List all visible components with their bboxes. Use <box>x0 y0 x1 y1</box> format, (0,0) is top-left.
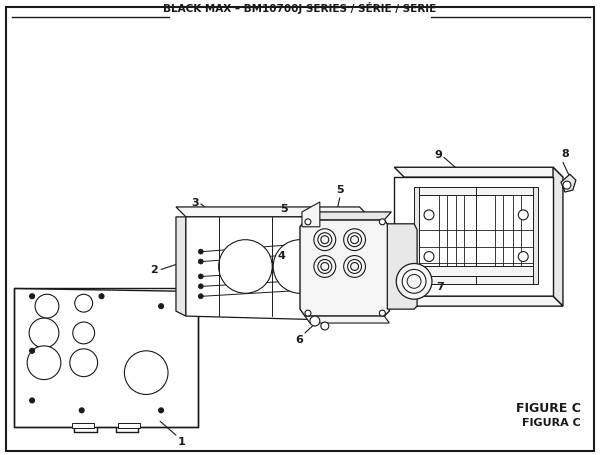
Bar <box>496 195 503 276</box>
Circle shape <box>424 252 434 262</box>
Polygon shape <box>533 187 538 284</box>
Circle shape <box>198 274 203 279</box>
Circle shape <box>424 210 434 220</box>
Circle shape <box>321 322 329 330</box>
Polygon shape <box>419 276 533 284</box>
Polygon shape <box>394 177 553 296</box>
Circle shape <box>347 259 362 273</box>
Bar <box>514 195 521 276</box>
Text: 8: 8 <box>561 149 569 159</box>
Circle shape <box>198 294 203 299</box>
Circle shape <box>29 398 35 403</box>
Polygon shape <box>186 217 370 321</box>
Polygon shape <box>302 202 320 227</box>
Bar <box>118 423 140 428</box>
Circle shape <box>305 310 311 316</box>
Polygon shape <box>394 296 563 306</box>
Text: 6: 6 <box>295 335 303 345</box>
Circle shape <box>29 294 35 299</box>
Text: FIGURA C: FIGURA C <box>522 418 581 428</box>
Circle shape <box>158 303 164 308</box>
Polygon shape <box>414 187 419 284</box>
Circle shape <box>218 240 272 293</box>
Polygon shape <box>553 167 563 306</box>
Circle shape <box>318 259 332 273</box>
Polygon shape <box>394 167 563 177</box>
Circle shape <box>344 256 365 278</box>
Polygon shape <box>176 207 370 217</box>
Circle shape <box>347 233 362 247</box>
Text: 4: 4 <box>277 251 285 261</box>
Polygon shape <box>300 220 389 316</box>
Bar <box>439 195 447 276</box>
Circle shape <box>314 229 336 251</box>
Circle shape <box>518 252 528 262</box>
Circle shape <box>198 249 203 254</box>
Polygon shape <box>419 267 533 276</box>
Circle shape <box>29 349 35 353</box>
Circle shape <box>198 284 203 289</box>
Bar <box>456 195 464 276</box>
Text: FIGURE C: FIGURE C <box>516 402 581 415</box>
Circle shape <box>321 263 329 270</box>
Polygon shape <box>419 187 533 195</box>
Circle shape <box>396 263 432 299</box>
Circle shape <box>73 322 95 344</box>
Circle shape <box>402 269 426 293</box>
Circle shape <box>518 210 528 220</box>
Circle shape <box>379 219 385 225</box>
Text: 1: 1 <box>178 437 186 447</box>
Circle shape <box>75 294 92 312</box>
Circle shape <box>350 236 359 244</box>
Circle shape <box>314 256 336 278</box>
Polygon shape <box>305 316 389 323</box>
Polygon shape <box>305 212 391 220</box>
FancyBboxPatch shape <box>6 7 594 451</box>
Circle shape <box>29 318 59 348</box>
Text: 5: 5 <box>336 185 344 195</box>
Text: BLACK MAX – BM10700J SERIES / SÉRIE / SERIE: BLACK MAX – BM10700J SERIES / SÉRIE / SE… <box>163 2 437 15</box>
Text: 7: 7 <box>436 282 443 292</box>
Circle shape <box>35 294 59 318</box>
Text: 3: 3 <box>191 198 199 208</box>
Circle shape <box>310 316 320 326</box>
Bar <box>72 423 94 428</box>
Circle shape <box>99 294 104 299</box>
Text: 2: 2 <box>151 265 158 275</box>
Circle shape <box>326 245 370 288</box>
Circle shape <box>305 219 311 225</box>
Polygon shape <box>14 288 198 427</box>
Circle shape <box>273 240 327 293</box>
Circle shape <box>407 274 421 288</box>
Circle shape <box>158 408 164 413</box>
Circle shape <box>379 310 385 316</box>
Circle shape <box>321 236 329 244</box>
Circle shape <box>70 349 98 377</box>
Text: 9: 9 <box>434 150 442 160</box>
Circle shape <box>27 346 61 379</box>
Polygon shape <box>388 224 417 309</box>
Polygon shape <box>561 174 576 192</box>
Text: 5: 5 <box>280 204 288 214</box>
Circle shape <box>563 181 571 189</box>
Circle shape <box>350 263 359 270</box>
Circle shape <box>124 351 168 394</box>
Circle shape <box>318 233 332 247</box>
Circle shape <box>79 408 84 413</box>
Polygon shape <box>176 217 186 316</box>
Circle shape <box>344 229 365 251</box>
Circle shape <box>198 259 203 264</box>
